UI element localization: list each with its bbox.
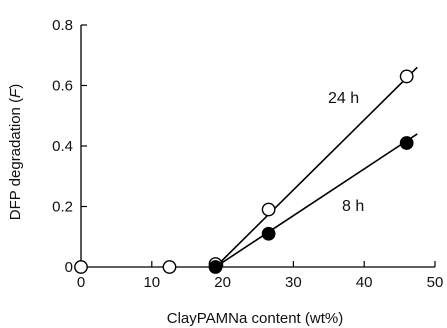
data-point-series-1 xyxy=(399,136,414,150)
y-axis-title: DFP degradation (F) xyxy=(7,84,24,220)
x-tick-label: 0 xyxy=(77,274,85,291)
series-label-24h: 24 h xyxy=(328,90,359,107)
data-point-series-0 xyxy=(261,202,276,217)
x-tick-label: 40 xyxy=(356,274,373,291)
y-tick-label: 0.4 xyxy=(52,138,73,155)
y-tick-label: 0.8 xyxy=(52,17,73,34)
fit-line-series-0 xyxy=(214,66,418,268)
x-tick-label: 30 xyxy=(285,274,302,291)
series-label-8h: 8 h xyxy=(342,198,364,215)
axes xyxy=(80,25,435,268)
y-tick-label: 0 xyxy=(65,259,73,276)
x-tick-label: 50 xyxy=(427,274,444,291)
data-points xyxy=(74,69,414,274)
x-tick-label: 10 xyxy=(143,274,160,291)
x-axis-title: ClayPAMNa content (wt%) xyxy=(167,310,343,327)
x-tick-label: 20 xyxy=(214,274,231,291)
y-tick-label: 0.6 xyxy=(52,78,73,95)
data-point-series-0 xyxy=(74,260,88,274)
y-tick-label: 0.2 xyxy=(52,199,73,216)
data-point-series-0 xyxy=(399,69,414,84)
fit-line-series-1 xyxy=(215,133,418,268)
data-point-series-1 xyxy=(261,226,276,241)
data-point-series-0 xyxy=(162,260,177,274)
ticks: 0 10 20 30 40 50 0 0.2 0.4 0.6 0.8 xyxy=(52,17,443,291)
fit-lines xyxy=(214,66,418,268)
data-point-series-1 xyxy=(208,260,223,274)
